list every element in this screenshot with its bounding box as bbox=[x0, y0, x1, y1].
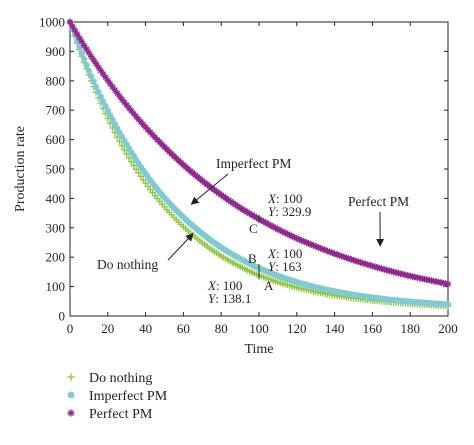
y-tick-label: 500 bbox=[46, 162, 66, 177]
y-tick-label: 600 bbox=[46, 132, 66, 147]
y-tick-label: 400 bbox=[46, 191, 66, 206]
tip-letter-C: C bbox=[249, 221, 258, 236]
x-tick-label: 100 bbox=[249, 321, 269, 336]
legend-label: Perfect PM bbox=[89, 407, 153, 422]
x-tick-label: 180 bbox=[400, 321, 420, 336]
x-tick-label: 20 bbox=[101, 321, 114, 336]
y-axis-label: Production rate bbox=[13, 126, 28, 212]
legend-item-do-nothing: Do nothing bbox=[67, 371, 152, 386]
legend-marker bbox=[67, 409, 74, 416]
data-point bbox=[445, 301, 451, 307]
tip-y-value: : 163 bbox=[275, 259, 301, 274]
x-tick-label: 200 bbox=[438, 321, 458, 336]
legend-item-perfect-pm: Perfect PM bbox=[67, 407, 153, 422]
legend-marker bbox=[68, 392, 75, 399]
legend-item-imperfect-pm: Imperfect PM bbox=[68, 389, 168, 404]
data-point bbox=[81, 56, 87, 62]
data-point bbox=[83, 62, 89, 68]
legend-marker bbox=[67, 373, 74, 380]
data-point bbox=[86, 68, 92, 74]
tip-y-A: Y: 138.1 bbox=[208, 291, 251, 306]
x-tick-label: 0 bbox=[67, 321, 74, 336]
data-point bbox=[445, 281, 452, 288]
arrow-do-nothing bbox=[168, 234, 193, 260]
tip-letter-B: B bbox=[248, 251, 257, 266]
y-tick-label: 700 bbox=[46, 103, 66, 118]
y-tick-label: 0 bbox=[59, 309, 66, 324]
tip-y-C: Y: 329.9 bbox=[268, 204, 311, 219]
label-perfect-pm: Perfect PM bbox=[348, 194, 409, 209]
y-tick-label: 900 bbox=[46, 44, 66, 59]
x-tick-label: 40 bbox=[139, 321, 152, 336]
x-axis-label: Time bbox=[244, 342, 273, 357]
x-tick-label: 160 bbox=[363, 321, 383, 336]
y-tick-label: 100 bbox=[46, 279, 66, 294]
tip-y-B: Y: 163 bbox=[268, 259, 302, 274]
x-tick-label: 80 bbox=[215, 321, 228, 336]
tip-letter-A: A bbox=[264, 278, 274, 293]
tip-y-value: : 329.9 bbox=[275, 204, 311, 219]
y-tick-label: 800 bbox=[46, 73, 66, 88]
x-tick-label: 120 bbox=[287, 321, 307, 336]
data-point bbox=[79, 50, 85, 56]
x-tick-label: 140 bbox=[325, 321, 345, 336]
tip-y-value: : 138.1 bbox=[215, 291, 251, 306]
legend: Do nothing Imperfect PM Perfect PM bbox=[67, 371, 167, 422]
label-do-nothing: Do nothing bbox=[97, 257, 158, 272]
legend-label: Do nothing bbox=[89, 371, 152, 386]
label-imperfect-pm: Imperfect PM bbox=[216, 156, 291, 171]
y-tick-label: 300 bbox=[46, 220, 66, 235]
y-tick-label: 200 bbox=[46, 250, 66, 265]
y-tick-label: 1000 bbox=[39, 15, 65, 30]
legend-label: Imperfect PM bbox=[89, 389, 168, 404]
x-tick-label: 60 bbox=[177, 321, 190, 336]
